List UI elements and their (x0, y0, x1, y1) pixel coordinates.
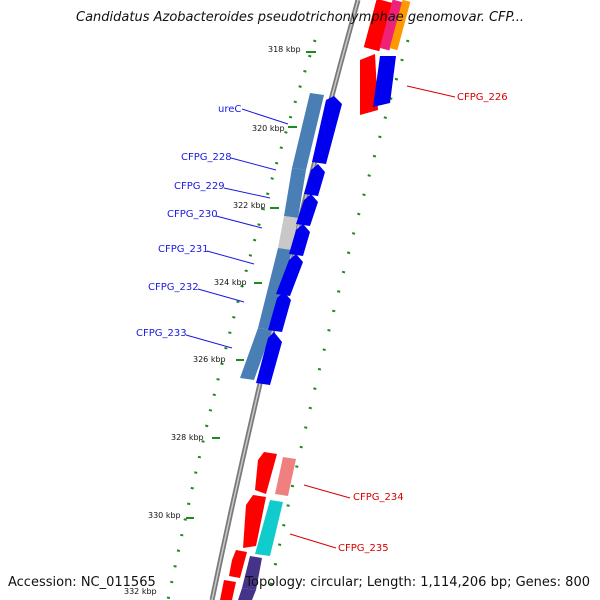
feature-red-4 (220, 580, 236, 600)
feature-red-2 (243, 495, 266, 548)
gene-label-230: CFPG_230 (167, 209, 218, 220)
leader-line (197, 288, 245, 303)
leader-line (223, 187, 271, 199)
accession-text: Accession: NC_011565 (8, 575, 156, 590)
cds-231 (276, 254, 303, 296)
feature-red-1 (255, 452, 277, 494)
leader-line (185, 334, 233, 349)
gene-label-ureC: ureC (218, 104, 241, 115)
gene-label-226: CFPG_226 (457, 92, 508, 103)
tick-label: 320 kbp (252, 124, 285, 133)
cds-ureC (312, 96, 342, 164)
blast-hit-4 (240, 328, 272, 380)
feature-red-3 (229, 550, 247, 578)
feature-blue-arrow-226 (373, 56, 396, 107)
cds-229 (296, 194, 318, 226)
tick-label: 328 kbp (171, 433, 204, 442)
tick-label: 326 kbp (193, 355, 226, 364)
gene-label-235: CFPG_235 (338, 543, 389, 554)
feature-red-arrow (360, 54, 378, 115)
gene-label-234: CFPG_234 (353, 492, 404, 503)
tick-label: 318 kbp (268, 45, 301, 54)
blast-hit-3 (258, 248, 292, 330)
leader-line (406, 85, 456, 98)
blast-hits (240, 93, 324, 380)
cds-232 (268, 292, 291, 332)
gc-track-left (166, 39, 317, 600)
feature-orange (389, 0, 411, 51)
feature-pink-234 (275, 457, 296, 496)
blast-hit-2 (284, 168, 306, 218)
feature-purple-2 (238, 588, 256, 600)
top-features (360, 0, 411, 115)
cds-228 (304, 164, 325, 196)
leader-line (303, 484, 351, 499)
gene-label-232: CFPG_232 (148, 282, 199, 293)
summary-text: Topology: circular; Length: 1,114,206 bp… (245, 575, 590, 590)
leader-line (289, 533, 337, 549)
gc-track-right (266, 39, 410, 600)
right-gene-labels: CFPG_226 CFPG_234 CFPG_235 (289, 85, 508, 554)
gene-label-229: CFPG_229 (174, 181, 225, 192)
leader-line (241, 108, 289, 125)
cds-233 (256, 332, 282, 385)
forward-cds-track (256, 96, 342, 385)
tick-label: 324 kbp (214, 278, 247, 287)
tick-label: 330 kbp (148, 511, 181, 520)
left-gene-labels: ureC CFPG_228 CFPG_229 CFPG_230 CFPG_231… (136, 104, 289, 349)
leader-line (230, 157, 277, 171)
blast-hit-1 (292, 93, 324, 170)
feature-purple (242, 556, 262, 590)
feature-red (363, 0, 393, 52)
feature-magenta (379, 0, 403, 51)
gene-label-228: CFPG_228 (181, 152, 232, 163)
feature-cyan-235 (255, 500, 283, 556)
gene-label-233: CFPG_233 (136, 328, 187, 339)
tick-label: 322 kbp (233, 201, 266, 210)
lower-features (220, 452, 296, 600)
map-title: Candidatus Azobacteroides pseudotrichony… (76, 10, 524, 25)
cds-230 (289, 224, 310, 256)
leader-line (206, 250, 255, 265)
tick-label: 332 kbp (124, 587, 157, 596)
leader-line (215, 215, 263, 229)
gene-label-231: CFPG_231 (158, 244, 209, 255)
ticks: 318 kbp 320 kbp 322 kbp 324 kbp 326 kbp … (124, 45, 316, 596)
